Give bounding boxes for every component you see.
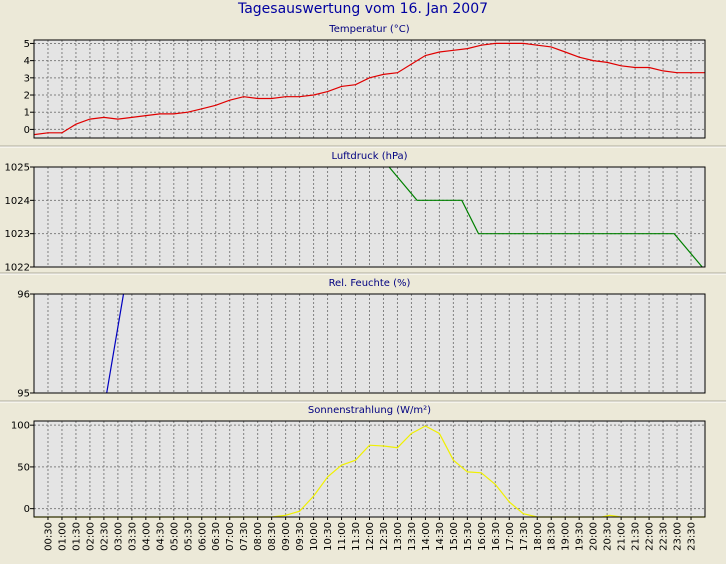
y-tick-label: 5: [24, 39, 30, 50]
x-tick-label: 14:30: [435, 522, 446, 551]
x-tick-label: 17:30: [519, 522, 530, 551]
panel-title-3: Sonnenstrahlung (W/m²): [308, 405, 431, 416]
x-tick-label: 11:30: [351, 522, 362, 551]
x-tick-label: 16:30: [491, 522, 502, 551]
x-tick-label: 16:00: [477, 522, 488, 551]
y-tick-label: 0: [24, 125, 30, 136]
x-tick-label: 02:30: [99, 522, 110, 551]
y-tick-label: 95: [17, 389, 30, 400]
x-tick-label: 11:00: [337, 522, 348, 551]
x-tick-label: 05:30: [183, 522, 194, 551]
y-tick-label: 50: [17, 462, 30, 473]
x-tick-label: 04:30: [155, 522, 166, 551]
x-tick-label: 10:30: [323, 522, 334, 551]
x-tick-label: 19:00: [561, 522, 572, 551]
y-tick-label: 100: [11, 421, 30, 432]
y-tick-label: 4: [24, 56, 30, 67]
y-tick-label: 96: [17, 290, 30, 301]
x-tick-label: 13:00: [393, 522, 404, 551]
series-line-2: [106, 293, 125, 394]
panel-title-1: Luftdruck (hPa): [331, 151, 407, 162]
x-tick-label: 22:30: [659, 522, 670, 551]
page-title: Tagesauswertung vom 16. Jan 2007: [237, 1, 489, 17]
y-tick-label: 1025: [5, 163, 30, 174]
x-tick-label: 12:00: [365, 522, 376, 551]
x-tick-label: 18:30: [547, 522, 558, 551]
x-tick-label: 06:30: [211, 522, 222, 551]
series-line-1: [388, 166, 703, 268]
x-tick-label: 21:00: [617, 522, 628, 551]
x-tick-label: 18:00: [533, 522, 544, 551]
y-tick-label: 2: [24, 91, 30, 102]
plot-frame-2: [33, 293, 706, 394]
x-tick-label: 09:30: [295, 522, 306, 551]
x-tick-label: 05:00: [169, 522, 180, 551]
x-tick-label: 17:00: [505, 522, 516, 551]
y-tick-label: 1: [24, 108, 30, 119]
panel-title-2: Rel. Feuchte (%): [329, 278, 411, 289]
x-tick-label: 09:00: [281, 522, 292, 551]
x-tick-label: 14:00: [421, 522, 432, 551]
y-tick-label: 1023: [5, 229, 30, 240]
plot-frame-1: [33, 166, 706, 268]
x-tick-label: 07:30: [239, 522, 250, 551]
plot-frame-0: [33, 39, 706, 139]
x-tick-label: 22:00: [645, 522, 656, 551]
x-tick-label: 03:00: [113, 522, 124, 551]
x-tick-label: 20:30: [603, 522, 614, 551]
x-tick-label: 13:30: [407, 522, 418, 551]
x-tick-label: 15:30: [463, 522, 474, 551]
x-tick-label: 20:00: [589, 522, 600, 551]
y-tick-label: 1022: [5, 263, 30, 274]
y-tick-label: 3: [24, 73, 30, 84]
x-tick-label: 12:30: [379, 522, 390, 551]
x-tick-label: 04:00: [141, 522, 152, 551]
x-tick-label: 03:30: [127, 522, 138, 551]
y-tick-label: 1024: [5, 196, 30, 207]
series-line-0: [34, 42, 705, 136]
x-tick-label: 07:00: [225, 522, 236, 551]
x-tick-label: 00:30: [43, 522, 54, 551]
x-tick-label: 15:00: [449, 522, 460, 551]
x-tick-label: 19:30: [575, 522, 586, 551]
y-tick-label: 0: [24, 504, 30, 515]
x-tick-label: 23:30: [687, 522, 698, 551]
x-tick-label: 10:00: [309, 522, 320, 551]
x-tick-label: 02:00: [85, 522, 96, 551]
x-tick-label: 21:30: [631, 522, 642, 551]
panel-title-0: Temperatur (°C): [328, 24, 409, 35]
x-tick-label: 01:30: [71, 522, 82, 551]
x-tick-label: 08:30: [267, 522, 278, 551]
x-tick-label: 08:00: [253, 522, 264, 551]
x-tick-label: 01:00: [57, 522, 68, 551]
x-tick-label: 23:00: [673, 522, 684, 551]
x-tick-label: 06:00: [197, 522, 208, 551]
